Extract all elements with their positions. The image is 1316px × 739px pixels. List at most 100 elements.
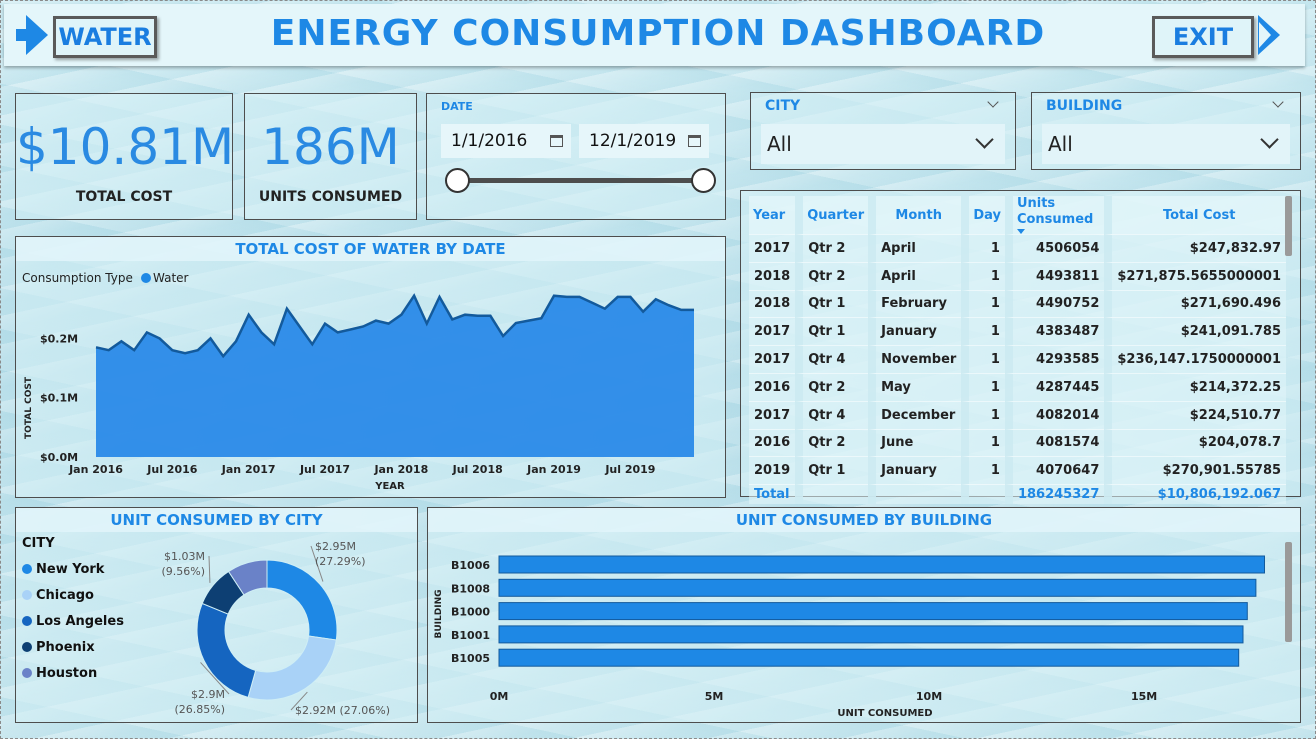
- date-range-track[interactable]: [457, 178, 703, 183]
- table-cell: $224,510.77: [1104, 400, 1287, 429]
- water-arrow-head-icon[interactable]: [26, 15, 48, 55]
- table-cell: 4070647: [1004, 456, 1105, 485]
- sort-descending-icon[interactable]: [1016, 229, 1025, 234]
- bar[interactable]: [498, 648, 1240, 667]
- building-slicer: BUILDING All: [1031, 92, 1301, 170]
- column-header[interactable]: Total Cost: [1104, 196, 1287, 234]
- table-cell: 2017: [749, 345, 796, 373]
- chevron-down-icon[interactable]: [1272, 96, 1284, 108]
- exit-button[interactable]: EXIT: [1152, 16, 1254, 58]
- date-range-start-handle[interactable]: [445, 168, 470, 193]
- table-cell: 4506054: [1004, 234, 1105, 262]
- legend-item[interactable]: Phoenix: [22, 634, 124, 660]
- table-cell: Qtr 2: [795, 428, 869, 457]
- bar-x-tick-label: 0M: [490, 690, 509, 703]
- water-arrow-icon[interactable]: [16, 29, 26, 41]
- city-dropdown[interactable]: All: [761, 124, 1005, 164]
- data-label: (26.85%): [174, 703, 225, 716]
- table-row[interactable]: 2017 Qtr 4 December 1 4082014 $224,510.77: [749, 400, 1287, 429]
- bar-category-label: B1005: [451, 652, 490, 665]
- chevron-down-icon[interactable]: [975, 130, 994, 149]
- table-row[interactable]: 2018 Qtr 2 April 1 4493811 $271,875.565500000…: [749, 261, 1287, 290]
- chevron-down-icon[interactable]: [987, 96, 999, 108]
- bar[interactable]: [498, 625, 1244, 644]
- water-area[interactable]: [96, 295, 694, 457]
- building-dropdown[interactable]: All: [1042, 124, 1290, 164]
- table-cell: Qtr 2: [795, 372, 869, 401]
- date-range-end-handle[interactable]: [691, 168, 716, 193]
- table-row[interactable]: 2019 Qtr 1 January 1 4070647 $270,901.55785: [749, 456, 1287, 485]
- column-header[interactable]: Year: [749, 196, 796, 234]
- cost-by-date-chart: Consumption Type Water TOTAL COST YEAR $…: [22, 271, 694, 492]
- column-header[interactable]: Quarter: [795, 196, 869, 234]
- table-row[interactable]: 2017 Qtr 2 April 1 4506054 $247,832.97: [749, 234, 1287, 262]
- city-slicer: CITY All: [750, 92, 1016, 170]
- bar[interactable]: [498, 602, 1248, 621]
- city-legend: New York Chicago Los Angeles Phoenix Houston: [22, 556, 124, 686]
- column-header[interactable]: Day: [961, 196, 1005, 234]
- details-table: Year Quarter Month Day Units Consumed Total C…: [749, 196, 1287, 505]
- bar-x-axis-label: UNIT CONSUMED: [837, 708, 932, 719]
- data-label: (27.29%): [315, 555, 366, 568]
- data-label: $2.92M (27.06%): [295, 704, 390, 717]
- table-cell: 1: [961, 400, 1005, 429]
- chevron-down-icon[interactable]: [1260, 130, 1279, 149]
- legend-dot-icon: [22, 642, 32, 652]
- table-cell: 4293585: [1004, 345, 1105, 373]
- y-axis-label: TOTAL COST: [24, 376, 34, 439]
- legend-water-label[interactable]: Water: [153, 271, 189, 285]
- table-row[interactable]: 2018 Qtr 1 February 1 4490752 $271,690.496: [749, 289, 1287, 318]
- table-cell: 2018: [749, 261, 796, 290]
- calendar-icon[interactable]: [688, 135, 701, 147]
- legend-item[interactable]: Los Angeles: [22, 608, 124, 634]
- table-cell: 4383487: [1004, 317, 1105, 346]
- table-cell: Qtr 1: [795, 456, 869, 485]
- cost-by-date-title: TOTAL COST OF WATER BY DATE: [16, 237, 725, 261]
- bar[interactable]: [498, 578, 1257, 597]
- table-cell: Qtr 4: [795, 345, 869, 373]
- legend-item[interactable]: New York: [22, 556, 124, 582]
- table-row[interactable]: 2017 Qtr 4 November 1 4293585 $236,147.175000…: [749, 345, 1287, 373]
- table-cell: 2019: [749, 456, 796, 485]
- table-row[interactable]: 2016 Qtr 2 May 1 4287445 $214,372.25: [749, 372, 1287, 401]
- table-cell: 1: [961, 234, 1005, 262]
- table-cell: 2016: [749, 372, 796, 401]
- donut-slice[interactable]: [196, 602, 257, 699]
- end-date-input[interactable]: 12/1/2019: [579, 124, 709, 158]
- total-cost-card: $10.81M TOTAL COST: [15, 93, 234, 220]
- table-cell: 2016: [749, 428, 796, 457]
- bar[interactable]: [498, 555, 1265, 574]
- column-header[interactable]: Month: [868, 196, 962, 234]
- table-cell: November: [868, 345, 962, 373]
- table-cell: 1: [961, 428, 1005, 457]
- building-bar-title: UNIT CONSUMED BY BUILDING: [428, 508, 1300, 532]
- legend-item[interactable]: Houston: [22, 660, 124, 686]
- table-total-row[interactable]: Total 186245327 $10,806,192.067: [749, 484, 1287, 505]
- donut-slice[interactable]: [227, 559, 268, 596]
- table-cell: 1: [961, 317, 1005, 346]
- calendar-icon[interactable]: [550, 135, 563, 147]
- start-date-input[interactable]: 1/1/2016: [441, 124, 571, 158]
- table-scrollbar[interactable]: [1285, 196, 1292, 256]
- units-consumed-label: UNITS CONSUMED: [258, 189, 403, 205]
- table-cell: 1: [961, 345, 1005, 373]
- table-header-row: Year Quarter Month Day Units Consumed Total C…: [749, 196, 1287, 234]
- table-row[interactable]: 2016 Qtr 2 June 1 4081574 $204,078.7: [749, 428, 1287, 457]
- legend-title: Consumption Type: [22, 271, 133, 285]
- city-dropdown-value: All: [767, 132, 792, 156]
- table-cell: [961, 484, 1005, 505]
- data-label: $2.9M: [191, 688, 225, 701]
- water-button[interactable]: WATER: [53, 16, 157, 58]
- legend-label: Phoenix: [36, 639, 95, 655]
- bar-chart-scrollbar[interactable]: [1285, 542, 1292, 642]
- legend-item[interactable]: Chicago: [22, 582, 124, 608]
- building-bar-chart: BUILDING UNIT CONSUMED B1006 B1008 B1000 B1…: [434, 555, 1265, 719]
- table-cell: 186245327: [1004, 484, 1105, 505]
- column-header[interactable]: Units Consumed: [1004, 196, 1105, 234]
- donut-slice[interactable]: [266, 559, 338, 641]
- table-cell: 2017: [749, 317, 796, 346]
- table-row[interactable]: 2017 Qtr 1 January 1 4383487 $241,091.785: [749, 317, 1287, 346]
- donut-slice[interactable]: [247, 635, 337, 701]
- exit-arrow-notch: [1259, 22, 1271, 48]
- x-tick-label: Jan 2019: [526, 463, 581, 476]
